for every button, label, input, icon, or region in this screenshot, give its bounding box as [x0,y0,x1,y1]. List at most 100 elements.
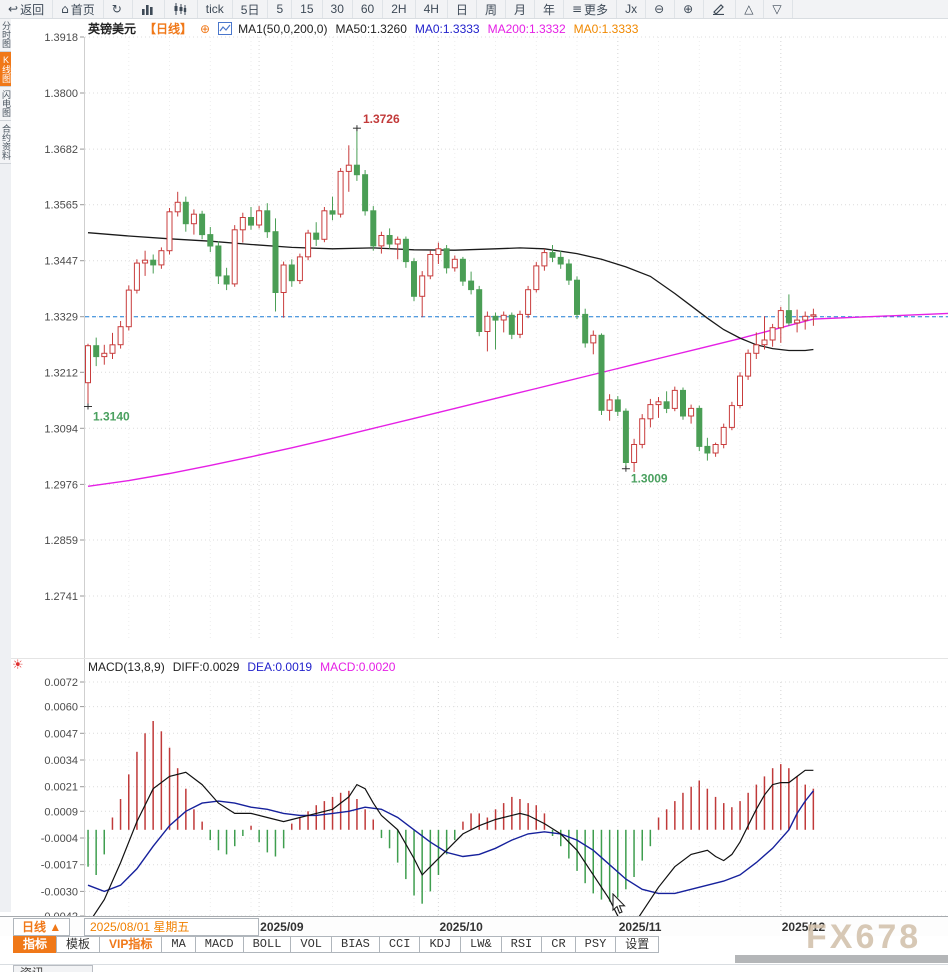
month-label-2025/12: 2025/12 [781,920,826,934]
toolbar-label: tick [205,2,224,16]
macd-legend-part-3: MACD:0.0020 [320,660,396,674]
toolbar-m5-button[interactable]: 5 [268,0,293,18]
kline-mini-icon [218,22,233,38]
svg-text:1.3682: 1.3682 [44,144,78,156]
main-legend-part-1: 【日线】 [144,22,193,36]
toolbar-home-button[interactable]: ⌂ 首页 [53,0,104,18]
toolbar-zoom-out-icon[interactable]: ⊖ [646,0,676,18]
sidebar-tab-闪电图[interactable]: 闪电图 [0,87,11,121]
toolbar-month-button[interactable]: 月 [506,0,535,18]
indicator-tab-bar: 指标 模板 VIP指标 MA MACD BOLL VOL BIAS CCI KDJ LW& RSI CR… [0,936,948,954]
macd-legend-part-0: MACD(13,8,9) [88,660,165,674]
svg-text:1.3918: 1.3918 [44,32,78,44]
indicator-tab-指标[interactable]: 指标 [13,936,58,953]
toolbar-label: 5 [276,2,284,16]
toolbar-candle-view-icon[interactable] [165,0,198,18]
toolbar-m15-button[interactable]: 15 [292,0,323,18]
period-label: 日线 [22,920,47,934]
toolbar-label: 周 [484,2,497,17]
sidebar-tab-合约资料[interactable]: 合约资料 [0,121,11,164]
svg-text:1.2859: 1.2859 [44,535,78,547]
indicator-tab-VIP指标[interactable]: VIP指标 [99,936,163,953]
toolbar-draw-icon[interactable] [704,0,737,18]
main-legend-part-2: ⊕ [200,22,211,36]
candles-icon [173,3,187,15]
toolbar-m30-button[interactable]: 30 [323,0,353,18]
top-toolbar: ↩ 返回 ⌂ 首页 ↻ tick 5日 5 15 30 60 2H 4H 日周月年 ≡ 更多 Jx ⊖ ⊕ △ ▽ [0,0,948,19]
news-tab[interactable]: 资讯 [13,965,93,972]
toolbar-week-button[interactable]: 周 [477,0,506,18]
toolbar-bar-chart-view-icon[interactable] [133,0,165,18]
toolbar-h2-button[interactable]: 2H [383,0,416,18]
divider [0,964,948,965]
svg-text:1.3212: 1.3212 [44,367,78,379]
main-legend-part-0: 英镑美元 [88,22,137,36]
macd-legend-part-2: DEA:0.0019 [247,660,313,674]
svg-text:1.3447: 1.3447 [44,256,78,268]
refresh-icon: ↻ [111,2,122,16]
toolbar-fx-functions-button[interactable]: Jx [617,0,647,18]
svg-text:-0.0042: -0.0042 [41,911,78,916]
first-bar-date: 2025/08/01 星期五 [84,918,259,936]
svg-text:-0.0004: -0.0004 [41,833,78,845]
indicator-tab-LW&[interactable]: LW& [460,936,502,953]
main-legend-part-7: MA200:1.3332 [487,22,566,36]
menu-icon: ≡ [571,2,583,16]
svg-text:0.0021: 0.0021 [44,782,78,794]
kline-macd-chart[interactable]: 1.3918 1.3800 1.3682 1.3565 1.3447 1.3329 1.32… [0,18,948,916]
sidebar-tab-分时图[interactable]: 分时图 [0,18,11,52]
toolbar-h4-button[interactable]: 4H [416,0,448,18]
indicator-tab-PSY[interactable]: PSY [574,936,617,953]
toolbar-m60-button[interactable]: 60 [353,0,384,18]
bottom-status-strip: 资讯 [0,954,948,972]
month-label-2025/11: 2025/11 [618,920,662,934]
toolbar-day-button[interactable]: 日 [448,0,477,18]
toolbar-zoom-in-icon[interactable]: ⊕ [675,0,705,18]
toolbar-more-button[interactable]: ≡ 更多 [564,0,618,18]
indicator-tab-RSI[interactable]: RSI [500,936,543,953]
triangle-up-icon: △ [744,2,754,16]
toolbar-year-button[interactable]: 年 [535,0,564,18]
toolbar-shape-down-icon[interactable]: ▽ [764,0,793,18]
horizontal-scrollbar[interactable] [735,955,948,963]
period-selector-button[interactable]: 日线 ▲ [13,918,71,936]
toolbar-label: 返回 [20,2,45,17]
indicator-tab-MA[interactable]: MA [161,936,196,953]
svg-text:1.3565: 1.3565 [44,200,78,212]
price-annotation-1.3140: 1.3140 [93,410,130,424]
month-label-2025/09: 2025/09 [260,920,304,934]
indicator-tab-MACD[interactable]: MACD [194,936,244,953]
toolbar-tick-button[interactable]: tick [198,0,233,18]
chart-type-sidebar: 分时图 K线图 闪电图 合约资料 [0,18,11,912]
sidebar-tab-K线图[interactable]: K线图 [0,52,11,87]
indicator-tab-BIAS[interactable]: BIAS [331,936,380,953]
toolbar-refresh-icon[interactable]: ↻ [104,0,133,18]
indicator-tab-VOL[interactable]: VOL [290,936,333,953]
toolbar-label: 日 [455,2,468,17]
main-legend-part-5: MA50:1.3260 [335,22,407,36]
svg-text:1.2741: 1.2741 [44,591,78,603]
svg-text:0.0034: 0.0034 [44,755,78,767]
svg-text:1.3329: 1.3329 [44,312,78,324]
toolbar-label: 月 [513,2,526,17]
triangle-down-icon: ▽ [772,2,782,16]
toolbar-shape-up-icon[interactable]: △ [736,0,765,18]
indicator-tab-BOLL[interactable]: BOLL [242,936,292,953]
svg-text:1.3800: 1.3800 [44,88,78,100]
indicator-tab-CCI[interactable]: CCI [378,936,421,953]
toolbar-back-button[interactable]: ↩ 返回 [0,0,54,18]
toolbar-label: 15 [300,2,314,16]
month-label-2025/10: 2025/10 [439,920,483,934]
toolbar-5day-button[interactable]: 5日 [233,0,269,18]
toolbar-label: 2H [391,2,407,16]
toolbar-label: 更多 [584,2,609,17]
indicator-settings-icon[interactable]: ☀ [12,658,24,673]
indicator-tab-设置[interactable]: 设置 [615,936,660,953]
toolbar-label: Jx [625,2,638,16]
indicator-tab-模板[interactable]: 模板 [56,936,101,953]
svg-text:1.2976: 1.2976 [44,479,78,491]
indicator-tab-KDJ[interactable]: KDJ [419,936,462,953]
svg-text:1.3094: 1.3094 [44,423,78,435]
toolbar-label: 5日 [240,2,260,17]
indicator-tab-CR[interactable]: CR [541,936,576,953]
